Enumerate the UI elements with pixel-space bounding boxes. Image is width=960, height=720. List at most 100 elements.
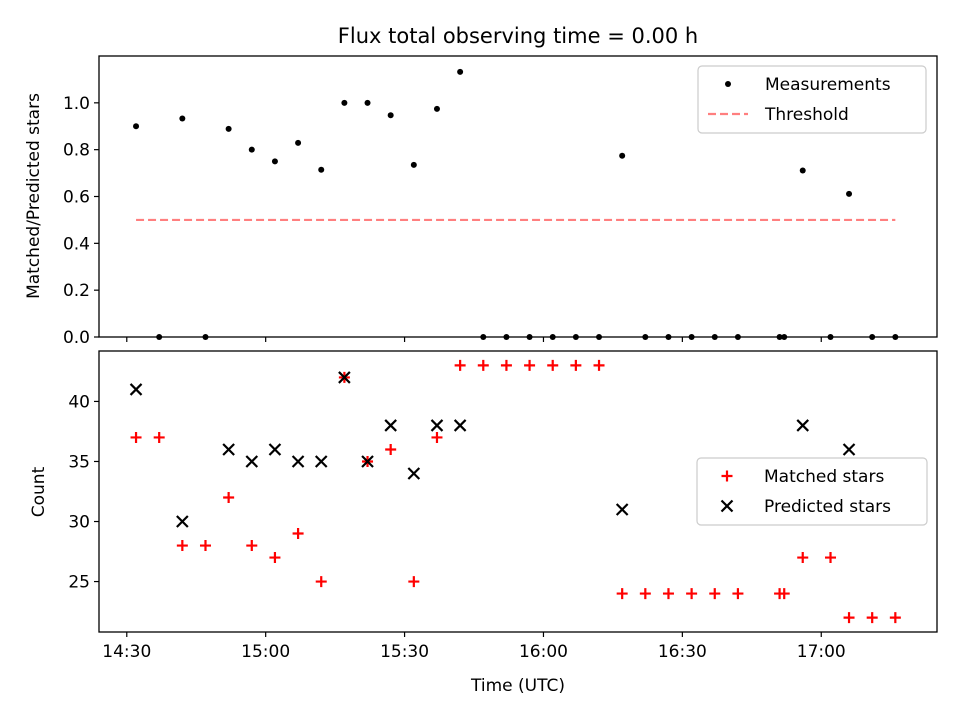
predicted-stars-point xyxy=(384,419,397,432)
matched-stars-point xyxy=(199,540,211,552)
predicted-stars-point xyxy=(407,467,421,480)
ratio-panel: 0.0 0.2 0.4 0.6 0.8 1.0 Matched/Predicted sta… xyxy=(24,55,938,348)
legend-label-threshold: Threshold xyxy=(764,105,849,125)
matched-stars-point xyxy=(269,552,281,564)
predicted-stars-point xyxy=(314,455,328,468)
x-tick-label: 17:00 xyxy=(797,642,846,662)
x-axis-label: Time (UTC) xyxy=(470,676,565,696)
predicted-stars-point xyxy=(176,515,189,528)
y-tick-label: 25 xyxy=(68,573,90,593)
ratio-y-axis-label: Matched/Predicted stars xyxy=(24,93,44,299)
matched-stars-point xyxy=(431,431,443,443)
predicted-stars-point xyxy=(615,503,629,516)
measurements-point xyxy=(364,99,371,106)
y-tick-label: 0.8 xyxy=(63,141,90,161)
ratio-marks xyxy=(133,68,899,340)
measurements-point xyxy=(387,112,394,119)
measurements-point xyxy=(225,125,232,132)
matched-stars-point xyxy=(709,588,721,600)
measurements-point xyxy=(295,139,302,146)
y-tick-label: 40 xyxy=(68,392,90,412)
measurements-point xyxy=(318,166,325,173)
figure-title: Flux total observing time = 0.00 h xyxy=(338,24,698,48)
matched-stars-point xyxy=(570,359,582,371)
matched-stars-point xyxy=(616,588,628,600)
count-x-axis: 14:30 15:00 15:30 16:00 16:30 17:00 xyxy=(102,632,846,662)
y-tick-label: 0.4 xyxy=(63,234,90,254)
measurements-point xyxy=(248,146,255,153)
matched-stars-point xyxy=(686,588,698,600)
legend-swatch-measurements xyxy=(725,81,731,87)
matched-stars-point xyxy=(732,588,744,600)
matched-stars-point xyxy=(889,612,901,624)
y-tick-label: 1.0 xyxy=(63,94,90,114)
measurements-point xyxy=(271,158,278,165)
matched-stars-point xyxy=(500,359,512,371)
predicted-stars-point xyxy=(268,443,282,456)
ratio-plot-frame xyxy=(98,55,938,338)
legend-swatch-matched-stars xyxy=(721,470,733,482)
count-plot-frame xyxy=(98,350,938,633)
matched-stars-point xyxy=(292,528,304,540)
matched-stars-point xyxy=(547,359,559,371)
ratio-y-axis: 0.0 0.2 0.4 0.6 0.8 1.0 xyxy=(63,94,99,348)
x-tick-label: 15:30 xyxy=(380,642,429,662)
matched-stars-point xyxy=(843,612,855,624)
predicted-stars-point xyxy=(361,455,374,468)
legend-label-matched-stars: Matched stars xyxy=(764,467,884,487)
count-marks xyxy=(129,359,901,624)
matched-stars-point xyxy=(639,588,651,600)
matched-stars-point xyxy=(797,552,809,564)
predicted-stars-point xyxy=(129,383,143,396)
predicted-stars-point xyxy=(796,419,810,432)
legend-box xyxy=(696,457,928,526)
measurements-point xyxy=(799,167,806,174)
y-tick-label: 0.6 xyxy=(63,188,90,208)
ratio-x-axis xyxy=(126,337,822,342)
legend-box xyxy=(697,65,927,134)
y-tick-label: 0.2 xyxy=(63,281,90,301)
matched-stars-point xyxy=(866,612,878,624)
matched-stars-point xyxy=(176,540,188,552)
matched-stars-point xyxy=(662,588,674,600)
measurements-point xyxy=(433,105,440,112)
count-y-axis: 25 30 35 40 xyxy=(68,392,99,593)
matched-stars-point xyxy=(477,359,489,371)
y-tick-label: 0.0 xyxy=(63,328,90,348)
predicted-stars-point xyxy=(842,443,856,456)
measurements-point xyxy=(457,68,464,75)
matched-stars-point xyxy=(825,552,837,564)
measurements-point xyxy=(619,152,626,159)
matched-stars-point xyxy=(315,576,327,588)
y-tick-label: 30 xyxy=(68,513,90,533)
predicted-stars-point xyxy=(245,455,259,468)
x-tick-label: 14:30 xyxy=(102,642,151,662)
matched-stars-point xyxy=(385,443,397,455)
measurements-point xyxy=(410,161,417,168)
y-tick-label: 35 xyxy=(68,452,90,472)
measurements-point xyxy=(341,99,348,106)
predicted-stars-point xyxy=(338,371,351,384)
count-legend: Matched stars Predicted stars xyxy=(696,457,928,526)
measurements-point xyxy=(179,115,186,122)
matched-stars-point xyxy=(153,431,165,443)
predicted-stars-point xyxy=(291,455,305,468)
matched-stars-point xyxy=(454,359,466,371)
ratio-legend: Measurements Threshold xyxy=(697,65,927,134)
matched-stars-point xyxy=(223,492,235,504)
matched-stars-point xyxy=(524,359,536,371)
measurements-point xyxy=(133,123,140,130)
x-tick-label: 15:00 xyxy=(241,642,290,662)
legend-label-predicted-stars: Predicted stars xyxy=(764,497,891,517)
x-tick-label: 16:00 xyxy=(519,642,568,662)
predicted-stars-point xyxy=(222,443,235,456)
x-tick-label: 16:30 xyxy=(658,642,707,662)
predicted-stars-point xyxy=(453,419,467,432)
legend-label-measurements: Measurements xyxy=(765,75,891,95)
matched-stars-point xyxy=(593,359,605,371)
predicted-stars-point xyxy=(430,419,444,432)
matched-stars-point xyxy=(130,431,142,443)
count-y-axis-label: Count xyxy=(29,466,49,517)
